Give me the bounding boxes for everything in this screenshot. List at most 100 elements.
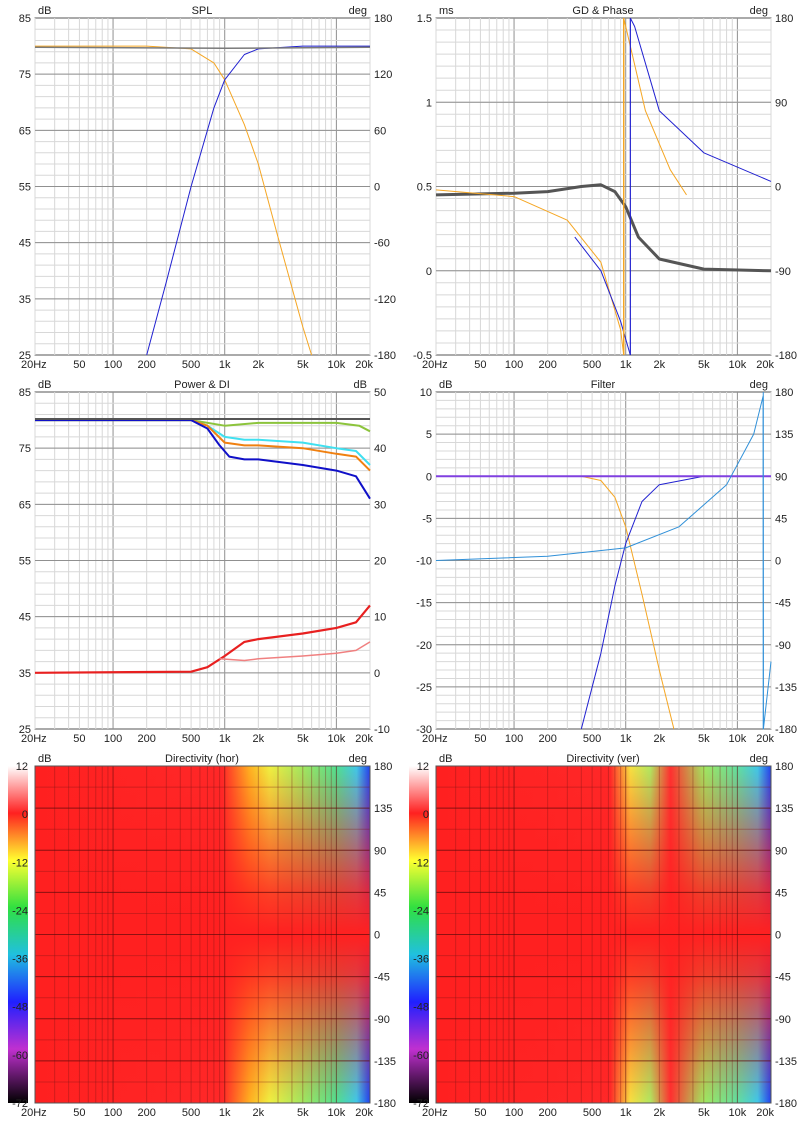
dir-hor-left-unit: dB: [38, 753, 51, 765]
dir-ver-colorbar: [409, 766, 429, 1103]
series-line: [146, 45, 370, 356]
power-right-ticks: 50 40 30 20 10 0 -10: [374, 387, 390, 736]
left-tick-label: -72: [413, 1098, 429, 1110]
gd-grid: [435, 18, 772, 355]
left-tick-label: -72: [12, 1098, 28, 1110]
series-line: [435, 189, 625, 356]
left-tick-label: -10: [416, 556, 432, 568]
x-tick-label: 1k: [620, 359, 632, 371]
left-tick-label: 45: [19, 238, 31, 250]
x-tick-label: 20Hz: [21, 733, 47, 745]
x-tick-label: 2k: [654, 1107, 666, 1119]
spl-title: SPL: [192, 5, 213, 17]
right-tick-label: -90: [775, 640, 791, 652]
left-tick-label: 0.5: [417, 182, 432, 194]
dir-hor-title: Directivity (hor): [165, 753, 239, 765]
x-tick-label: 5k: [698, 359, 710, 371]
x-tick-label: 10k: [328, 1107, 346, 1119]
filter-left-unit: dB: [439, 379, 452, 391]
right-tick-label: -90: [775, 266, 791, 278]
gd-left-unit: ms: [439, 5, 454, 17]
left-tick-label: 55: [19, 556, 31, 568]
x-tick-label: 50: [73, 1107, 85, 1119]
left-tick-label: -36: [12, 954, 28, 966]
filter-curves: [435, 392, 772, 730]
x-tick-label: 20Hz: [21, 1107, 47, 1119]
x-tick-label: 10k: [729, 1107, 747, 1119]
dir-ver-grid: [435, 766, 772, 1103]
x-tick-label: 2k: [654, 359, 666, 371]
spl-left-ticks: 85 75 65 55 45 35 25: [19, 13, 31, 362]
x-tick-label: 20k: [756, 733, 774, 745]
right-tick-label: 0: [374, 182, 380, 194]
x-tick-label: 1k: [219, 1107, 231, 1119]
x-tick-label: 20Hz: [422, 1107, 448, 1119]
left-tick-label: 25: [19, 350, 31, 362]
gd-right-unit: deg: [750, 5, 768, 17]
right-tick-label: -10: [374, 724, 390, 736]
series-line: [629, 17, 772, 182]
right-tick-label: 120: [374, 69, 392, 81]
right-tick-label: 90: [775, 97, 787, 109]
power-title: Power & DI: [174, 379, 230, 391]
x-tick-label: 20k: [355, 733, 373, 745]
x-tick-label: 50: [474, 359, 486, 371]
series-line: [623, 17, 687, 196]
left-tick-label: -60: [12, 1050, 28, 1062]
x-tick-label: 10k: [328, 359, 346, 371]
x-tick-label: 10k: [729, 359, 747, 371]
filter-x-ticks: 20Hz 50 100 200 500 1k 2k 5k 10k 20k: [422, 733, 774, 745]
right-tick-label: 0: [775, 182, 781, 194]
right-tick-label: -180: [775, 724, 797, 736]
x-tick-label: 100: [505, 359, 523, 371]
x-tick-label: 200: [538, 359, 556, 371]
power-left-unit: dB: [38, 379, 51, 391]
x-tick-label: 1k: [219, 359, 231, 371]
left-tick-label: 12: [417, 761, 429, 773]
x-tick-label: 200: [137, 733, 155, 745]
left-tick-label: 12: [16, 761, 28, 773]
left-tick-label: 35: [19, 294, 31, 306]
left-tick-label: 10: [420, 387, 432, 399]
left-tick-label: 35: [19, 668, 31, 680]
left-tick-label: -36: [413, 954, 429, 966]
series-line: [35, 419, 371, 472]
power-x-ticks: 20Hz 50 100 200 500 1k 2k 5k 10k 20k: [21, 733, 373, 745]
series-line: [34, 604, 371, 674]
series-line: [219, 641, 371, 662]
dir-hor-scale-ticks: 12 0 -12 -24 -36 -48 -60 -72: [12, 761, 28, 1110]
power-right-unit: dB: [354, 379, 367, 391]
right-tick-label: -135: [775, 682, 797, 694]
dir-ver-frame: [435, 765, 772, 1104]
dir-ver-scale-ticks: 12 0 -12 -24 -36 -48 -60 -72: [413, 761, 429, 1110]
left-tick-label: 0: [426, 266, 432, 278]
left-tick-label: -60: [413, 1050, 429, 1062]
right-tick-label: -180: [775, 350, 797, 362]
right-tick-label: -180: [775, 1098, 797, 1110]
left-tick-label: -24: [12, 905, 28, 917]
x-tick-label: 2k: [654, 733, 666, 745]
right-tick-label: -120: [374, 294, 396, 306]
dir-hor-x-ticks: 20Hz 50 100 200 500 1k 2k 5k 10k 20k: [21, 1107, 373, 1119]
power-grid: [34, 392, 371, 729]
series-line: [574, 236, 631, 356]
x-tick-label: 200: [538, 733, 556, 745]
left-tick-label: -12: [12, 857, 28, 869]
left-tick-label: 85: [19, 13, 31, 25]
right-tick-label: 45: [374, 887, 386, 899]
right-tick-label: 50: [374, 387, 386, 399]
dir-ver-right-unit: deg: [750, 753, 768, 765]
left-tick-label: 55: [19, 182, 31, 194]
right-tick-label: 180: [775, 387, 793, 399]
series-line: [435, 183, 772, 273]
x-tick-label: 20k: [355, 1107, 373, 1119]
x-tick-label: 2k: [253, 359, 265, 371]
right-tick-label: -180: [374, 1098, 396, 1110]
x-tick-label: 100: [104, 1107, 122, 1119]
left-tick-label: 0: [423, 809, 429, 821]
left-tick-label: 5: [426, 429, 432, 441]
left-tick-label: 65: [19, 125, 31, 137]
gd-title: GD & Phase: [572, 5, 633, 17]
left-tick-label: 75: [19, 443, 31, 455]
